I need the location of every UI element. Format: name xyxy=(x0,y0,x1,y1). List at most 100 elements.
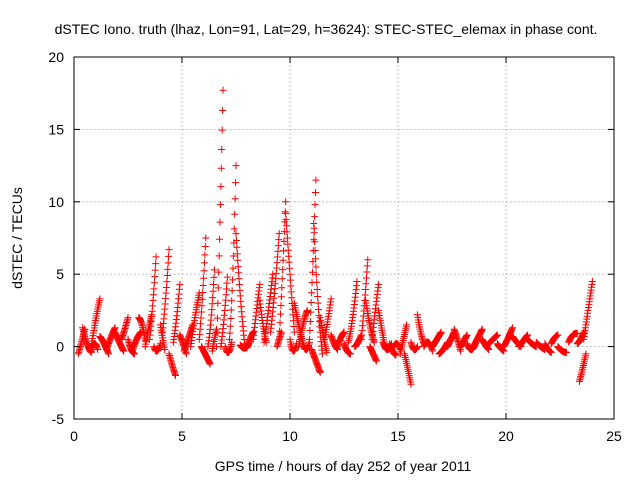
satellite-arc xyxy=(547,331,562,348)
data-point xyxy=(219,86,227,94)
data-point xyxy=(232,230,240,238)
data-point xyxy=(201,243,209,251)
satellite-arc xyxy=(299,338,313,354)
data-point xyxy=(582,350,590,358)
data-point xyxy=(573,330,581,338)
data-point xyxy=(318,350,326,358)
data-point xyxy=(150,279,158,287)
satellite-arc xyxy=(159,246,173,336)
x-tick-label: 0 xyxy=(70,428,78,444)
data-point xyxy=(392,351,400,359)
data-point xyxy=(200,259,208,267)
satellite-arc xyxy=(197,343,214,368)
data-point xyxy=(215,268,223,276)
data-point xyxy=(588,277,596,285)
data-point xyxy=(283,234,291,242)
plot-frame xyxy=(73,56,615,420)
data-point xyxy=(210,273,218,281)
satellite-arc xyxy=(357,256,372,343)
data-point xyxy=(372,357,380,365)
data-point xyxy=(375,280,383,288)
data-point xyxy=(163,278,171,286)
data-point xyxy=(312,176,320,184)
data-point xyxy=(217,183,225,191)
data-point xyxy=(278,275,286,283)
x-tick-label: 25 xyxy=(606,428,622,444)
data-point xyxy=(227,306,235,314)
data-point xyxy=(308,268,316,276)
data-point xyxy=(228,287,236,295)
satellite-arc xyxy=(575,350,590,385)
satellite-arc xyxy=(295,306,311,351)
satellite-arc xyxy=(407,338,421,354)
data-point xyxy=(312,263,320,271)
data-point xyxy=(209,294,217,302)
data-point xyxy=(407,380,415,388)
satellite-arc xyxy=(213,86,227,351)
data-point xyxy=(508,324,516,332)
x-tick-label: 15 xyxy=(390,428,406,444)
data-point xyxy=(275,335,283,343)
x-tick-label: 5 xyxy=(178,428,186,444)
data-point xyxy=(290,328,298,336)
data-point xyxy=(227,315,235,323)
satellite-arc xyxy=(135,314,149,345)
data-point xyxy=(327,295,335,303)
data-point xyxy=(403,321,411,329)
data-point xyxy=(323,348,331,356)
satellite-arc xyxy=(340,340,354,358)
data-point xyxy=(284,246,292,254)
data-point xyxy=(218,145,226,153)
data-point xyxy=(276,327,284,335)
satellite-arc xyxy=(541,340,555,356)
data-point xyxy=(226,335,234,343)
data-point xyxy=(209,287,217,295)
satellite-arc xyxy=(169,280,184,346)
satellite-arc xyxy=(390,340,404,353)
data-point xyxy=(313,278,321,286)
data-point xyxy=(226,329,234,337)
data-point xyxy=(234,263,242,271)
data-point xyxy=(233,250,241,258)
data-point xyxy=(562,348,570,356)
data-point xyxy=(275,230,283,238)
satellite-arc xyxy=(243,328,257,352)
data-point xyxy=(199,289,207,297)
data-point xyxy=(201,251,209,259)
y-tick-label: 0 xyxy=(56,339,64,355)
data-point xyxy=(307,299,315,307)
data-point xyxy=(306,327,314,335)
data-point xyxy=(285,252,293,260)
data-point xyxy=(208,300,216,308)
data-point xyxy=(280,247,288,255)
satellite-arc xyxy=(344,277,361,346)
data-point xyxy=(217,164,225,172)
data-point xyxy=(463,331,471,339)
data-point xyxy=(234,256,242,264)
data-point xyxy=(163,272,171,280)
data-point xyxy=(210,266,218,274)
satellite-arc xyxy=(493,340,508,355)
data-point xyxy=(276,310,284,318)
satellite-arc xyxy=(217,273,231,351)
data-point xyxy=(547,348,555,356)
data-point xyxy=(206,360,214,368)
data-point xyxy=(353,277,361,285)
x-tick-label: 20 xyxy=(498,428,514,444)
data-point xyxy=(287,282,295,290)
satellite-arc xyxy=(321,295,335,343)
data-point xyxy=(195,289,203,297)
data-point xyxy=(232,162,240,170)
data-point xyxy=(120,347,128,355)
data-point xyxy=(364,256,372,264)
data-point xyxy=(214,284,222,292)
data-point xyxy=(316,369,324,377)
x-axis-label: GPS time / hours of day 252 of year 2011 xyxy=(215,458,472,474)
satellite-arc xyxy=(232,230,249,348)
data-point xyxy=(314,292,322,300)
data-point xyxy=(311,201,319,209)
satellite-arc xyxy=(429,328,445,351)
data-point xyxy=(340,328,348,336)
data-point xyxy=(284,240,292,248)
data-point xyxy=(223,273,231,281)
